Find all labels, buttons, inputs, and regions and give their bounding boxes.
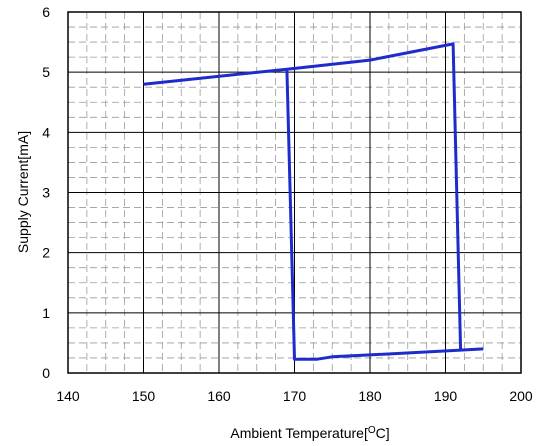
x-tick-label: 190 — [434, 388, 458, 404]
x-tick-label: 200 — [509, 388, 533, 404]
x-tick-label: 170 — [283, 388, 307, 404]
y-tick-label: 1 — [42, 305, 50, 321]
y-tick-label: 3 — [42, 185, 50, 201]
y-tick-label: 0 — [42, 365, 50, 381]
x-tick-label: 140 — [56, 388, 80, 404]
y-tick-labels: 0 1 2 3 4 5 6 — [42, 4, 50, 381]
y-tick-label: 2 — [42, 245, 50, 261]
y-axis-label: Supply Current[mA] — [15, 131, 31, 253]
plot-frame — [67, 11, 522, 374]
x-tick-label: 180 — [358, 388, 382, 404]
series-lines — [143, 42, 484, 361]
x-axis-label: Ambient Temperature[OC] — [230, 425, 389, 442]
series-line-2 — [285, 69, 461, 361]
series-line-1 — [143, 42, 484, 352]
x-tick-label: 160 — [207, 388, 231, 404]
y-tick-label: 6 — [42, 4, 50, 20]
x-tick-labels: 140 150 160 170 180 190 200 — [56, 388, 533, 404]
x-tick-label: 150 — [132, 388, 156, 404]
y-tick-label: 5 — [42, 64, 50, 80]
y-tick-label: 4 — [42, 124, 50, 140]
